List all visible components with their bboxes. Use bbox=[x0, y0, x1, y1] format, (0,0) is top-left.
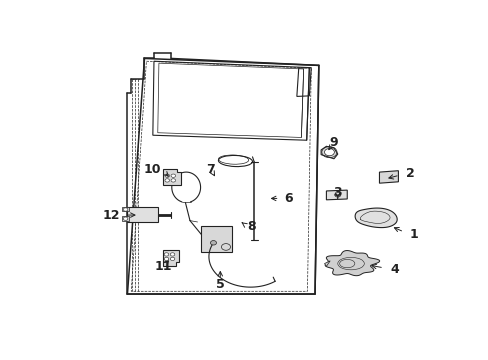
Polygon shape bbox=[326, 190, 346, 200]
Circle shape bbox=[164, 179, 169, 182]
Polygon shape bbox=[122, 207, 129, 211]
Circle shape bbox=[123, 217, 127, 220]
Polygon shape bbox=[163, 250, 179, 266]
Text: 9: 9 bbox=[329, 136, 338, 149]
Circle shape bbox=[171, 179, 175, 182]
Circle shape bbox=[170, 257, 175, 261]
Text: 8: 8 bbox=[246, 220, 255, 233]
Text: 5: 5 bbox=[216, 278, 224, 291]
Polygon shape bbox=[201, 226, 231, 252]
Text: 6: 6 bbox=[284, 192, 293, 205]
Polygon shape bbox=[325, 251, 379, 276]
Polygon shape bbox=[163, 169, 180, 185]
Text: 1: 1 bbox=[409, 228, 418, 241]
Polygon shape bbox=[379, 171, 398, 183]
Text: 11: 11 bbox=[154, 260, 172, 273]
Text: 12: 12 bbox=[102, 208, 120, 221]
Circle shape bbox=[170, 253, 175, 256]
Circle shape bbox=[164, 174, 169, 177]
Polygon shape bbox=[354, 208, 396, 228]
Circle shape bbox=[324, 149, 334, 156]
Polygon shape bbox=[122, 216, 129, 221]
Circle shape bbox=[210, 240, 216, 245]
Circle shape bbox=[164, 253, 168, 256]
Polygon shape bbox=[321, 146, 337, 159]
Circle shape bbox=[171, 174, 175, 177]
Text: 7: 7 bbox=[206, 163, 215, 176]
Polygon shape bbox=[127, 207, 158, 222]
Text: 4: 4 bbox=[390, 262, 399, 276]
Polygon shape bbox=[324, 261, 329, 266]
Text: 2: 2 bbox=[405, 167, 414, 180]
Circle shape bbox=[164, 257, 168, 261]
Text: 3: 3 bbox=[333, 186, 342, 199]
Circle shape bbox=[123, 208, 127, 211]
Text: 10: 10 bbox=[144, 163, 161, 176]
